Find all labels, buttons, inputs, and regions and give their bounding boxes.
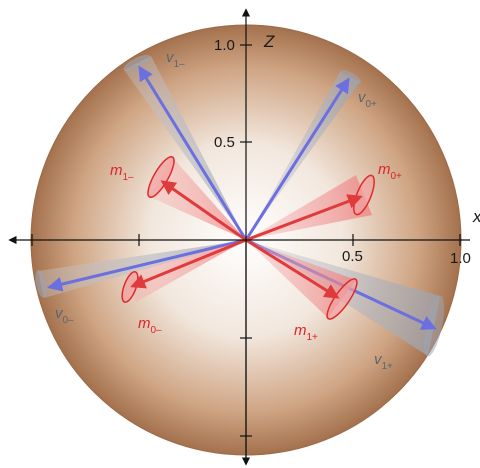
x-tick-0-5: 0.5 [342, 248, 363, 265]
m1-minus-cone [147, 156, 247, 242]
x-axis [8, 234, 470, 246]
label-v0-minus: v0– [55, 305, 74, 326]
m0-minus-cone [121, 238, 247, 303]
z-axis-label: Z [263, 32, 275, 51]
label-m0-plus: m0+ [378, 161, 402, 182]
label-v1-plus: v1+ [374, 351, 393, 372]
v0-plus-cone [244, 70, 361, 241]
v1-minus-cone [123, 54, 248, 241]
v0-minus-cone [35, 238, 247, 298]
label-m0-minus: m0– [138, 315, 162, 336]
z-axis [240, 8, 252, 466]
label-m1-minus: m1– [110, 162, 134, 183]
z-tick-1-0: 1.0 [214, 37, 235, 54]
m1-plus-cone [245, 238, 358, 320]
x-axis-label: x [472, 207, 480, 226]
label-v0-plus: v0+ [358, 89, 377, 110]
m0-plus-cone [245, 174, 375, 242]
z-tick-0-5: 0.5 [214, 134, 235, 151]
label-v1-minus: v1– [166, 49, 185, 70]
x-tick-1-0: 1.0 [450, 250, 471, 267]
label-m1-plus: m1+ [294, 322, 318, 343]
